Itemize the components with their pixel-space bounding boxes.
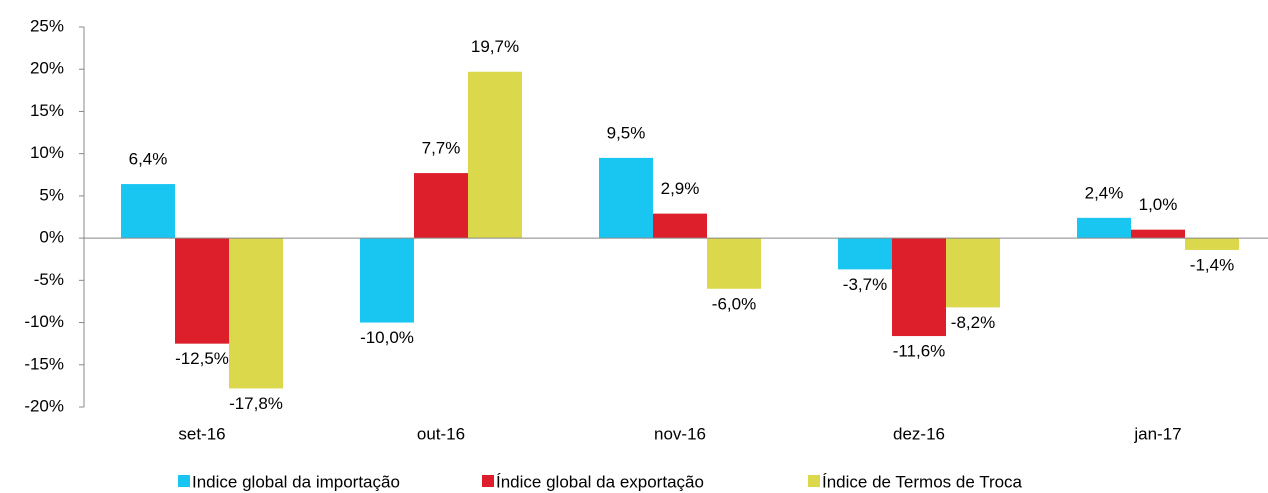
x-tick-label: set-16 <box>178 424 225 443</box>
value-label: -8,2% <box>951 313 995 332</box>
bar <box>175 238 229 344</box>
bar <box>468 71 522 239</box>
value-label: 1,0% <box>1139 195 1178 214</box>
bar <box>414 173 468 239</box>
legend-swatch <box>482 475 494 487</box>
value-label: -12,5% <box>175 349 229 368</box>
value-label: 19,7% <box>471 37 519 56</box>
bar <box>1131 229 1185 239</box>
bar <box>360 238 414 323</box>
bar <box>892 238 946 337</box>
y-tick-label: 20% <box>30 59 64 78</box>
x-tick-label: out-16 <box>417 424 465 443</box>
bar <box>707 238 761 289</box>
legend-label: Índice de Termos de Troca <box>822 472 1023 491</box>
x-tick-label: nov-16 <box>654 424 706 443</box>
y-tick-label: 5% <box>39 185 64 204</box>
y-tick-label: -10% <box>24 312 64 331</box>
x-tick-label: jan-17 <box>1133 424 1181 443</box>
value-label: 9,5% <box>607 123 646 142</box>
bar <box>121 184 175 239</box>
value-label: 2,4% <box>1085 183 1124 202</box>
bar <box>1185 238 1239 250</box>
legend-label: Índice global da exportação <box>496 472 704 491</box>
bar <box>229 238 283 389</box>
value-label: -11,6% <box>893 342 946 361</box>
value-label: -3,7% <box>843 275 887 294</box>
legend-swatch <box>808 475 820 487</box>
bar <box>1077 217 1131 239</box>
value-label: -1,4% <box>1190 255 1234 274</box>
y-tick-label: 10% <box>30 143 64 162</box>
y-tick-label: -15% <box>24 354 64 373</box>
y-tick-label: 25% <box>30 16 64 35</box>
value-label: 2,9% <box>661 179 700 198</box>
x-tick-label: dez-16 <box>893 424 945 443</box>
bar <box>946 238 1000 308</box>
value-label: 6,4% <box>129 150 168 169</box>
y-tick-label: -20% <box>24 396 64 415</box>
value-label: -6,0% <box>712 294 756 313</box>
bar <box>838 238 892 270</box>
bar <box>653 213 707 239</box>
value-label: -10,0% <box>360 328 414 347</box>
legend-swatch <box>178 475 190 487</box>
y-tick-label: -5% <box>34 270 64 289</box>
value-label: -17,8% <box>229 394 283 413</box>
y-tick-label: 15% <box>30 101 64 120</box>
y-tick-label: 0% <box>39 228 64 247</box>
value-label: 7,7% <box>422 139 461 158</box>
legend-label: Indice global da importação <box>192 472 400 491</box>
bar <box>599 157 653 239</box>
